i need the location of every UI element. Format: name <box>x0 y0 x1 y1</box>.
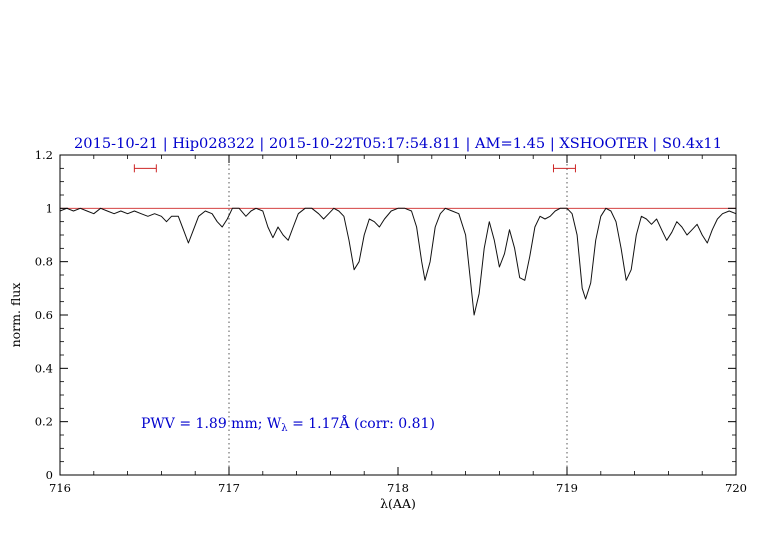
plot-title: 2015-10-21 | Hip028322 | 2015-10-22T05:1… <box>74 136 722 152</box>
x-tick-label: 718 <box>387 481 409 495</box>
x-tick-label: 720 <box>725 481 747 495</box>
y-tick-label: 0.4 <box>35 361 53 375</box>
y-tick-label: 0.6 <box>35 308 53 322</box>
y-tick-label: 0.8 <box>35 255 53 269</box>
pwv-annotation-main: PWV = 1.89 mm; W <box>141 416 282 432</box>
pwv-annotation-subscript: λ <box>281 423 288 434</box>
pwv-annotation-rest: = 1.17Å (corr: 0.81) <box>288 414 435 432</box>
y-tick-label: 0.2 <box>35 415 53 429</box>
x-tick-label: 717 <box>218 481 240 495</box>
y-tick-label: 1.2 <box>35 148 53 162</box>
spectrum-line <box>59 207 737 316</box>
x-axis-label: λ(AA) <box>380 496 416 511</box>
y-tick-label: 0 <box>46 468 53 482</box>
x-tick-label: 719 <box>556 481 578 495</box>
y-tick-label: 1 <box>46 201 53 215</box>
x-tick-label: 716 <box>49 481 71 495</box>
pwv-annotation: PWV = 1.89 mm; Wλ = 1.17Å (corr: 0.81) <box>141 414 435 434</box>
y-axis-label: norm. flux <box>8 283 23 348</box>
plot-generated-layer: 716 717 718 719 720 0 0.2 0.4 0.6 0.8 1 1.2 <box>35 148 747 495</box>
